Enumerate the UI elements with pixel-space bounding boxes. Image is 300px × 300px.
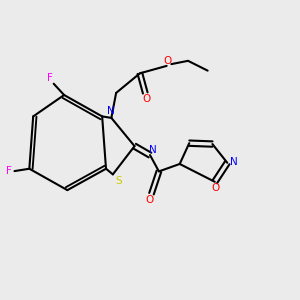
Text: O: O: [146, 195, 154, 205]
Text: N: N: [107, 106, 115, 116]
Text: F: F: [6, 166, 12, 176]
Text: O: O: [211, 183, 220, 193]
Text: O: O: [164, 56, 172, 65]
Text: N: N: [230, 157, 238, 167]
Text: F: F: [47, 73, 53, 83]
Text: S: S: [116, 176, 122, 186]
Text: O: O: [142, 94, 151, 104]
Text: N: N: [148, 145, 156, 155]
